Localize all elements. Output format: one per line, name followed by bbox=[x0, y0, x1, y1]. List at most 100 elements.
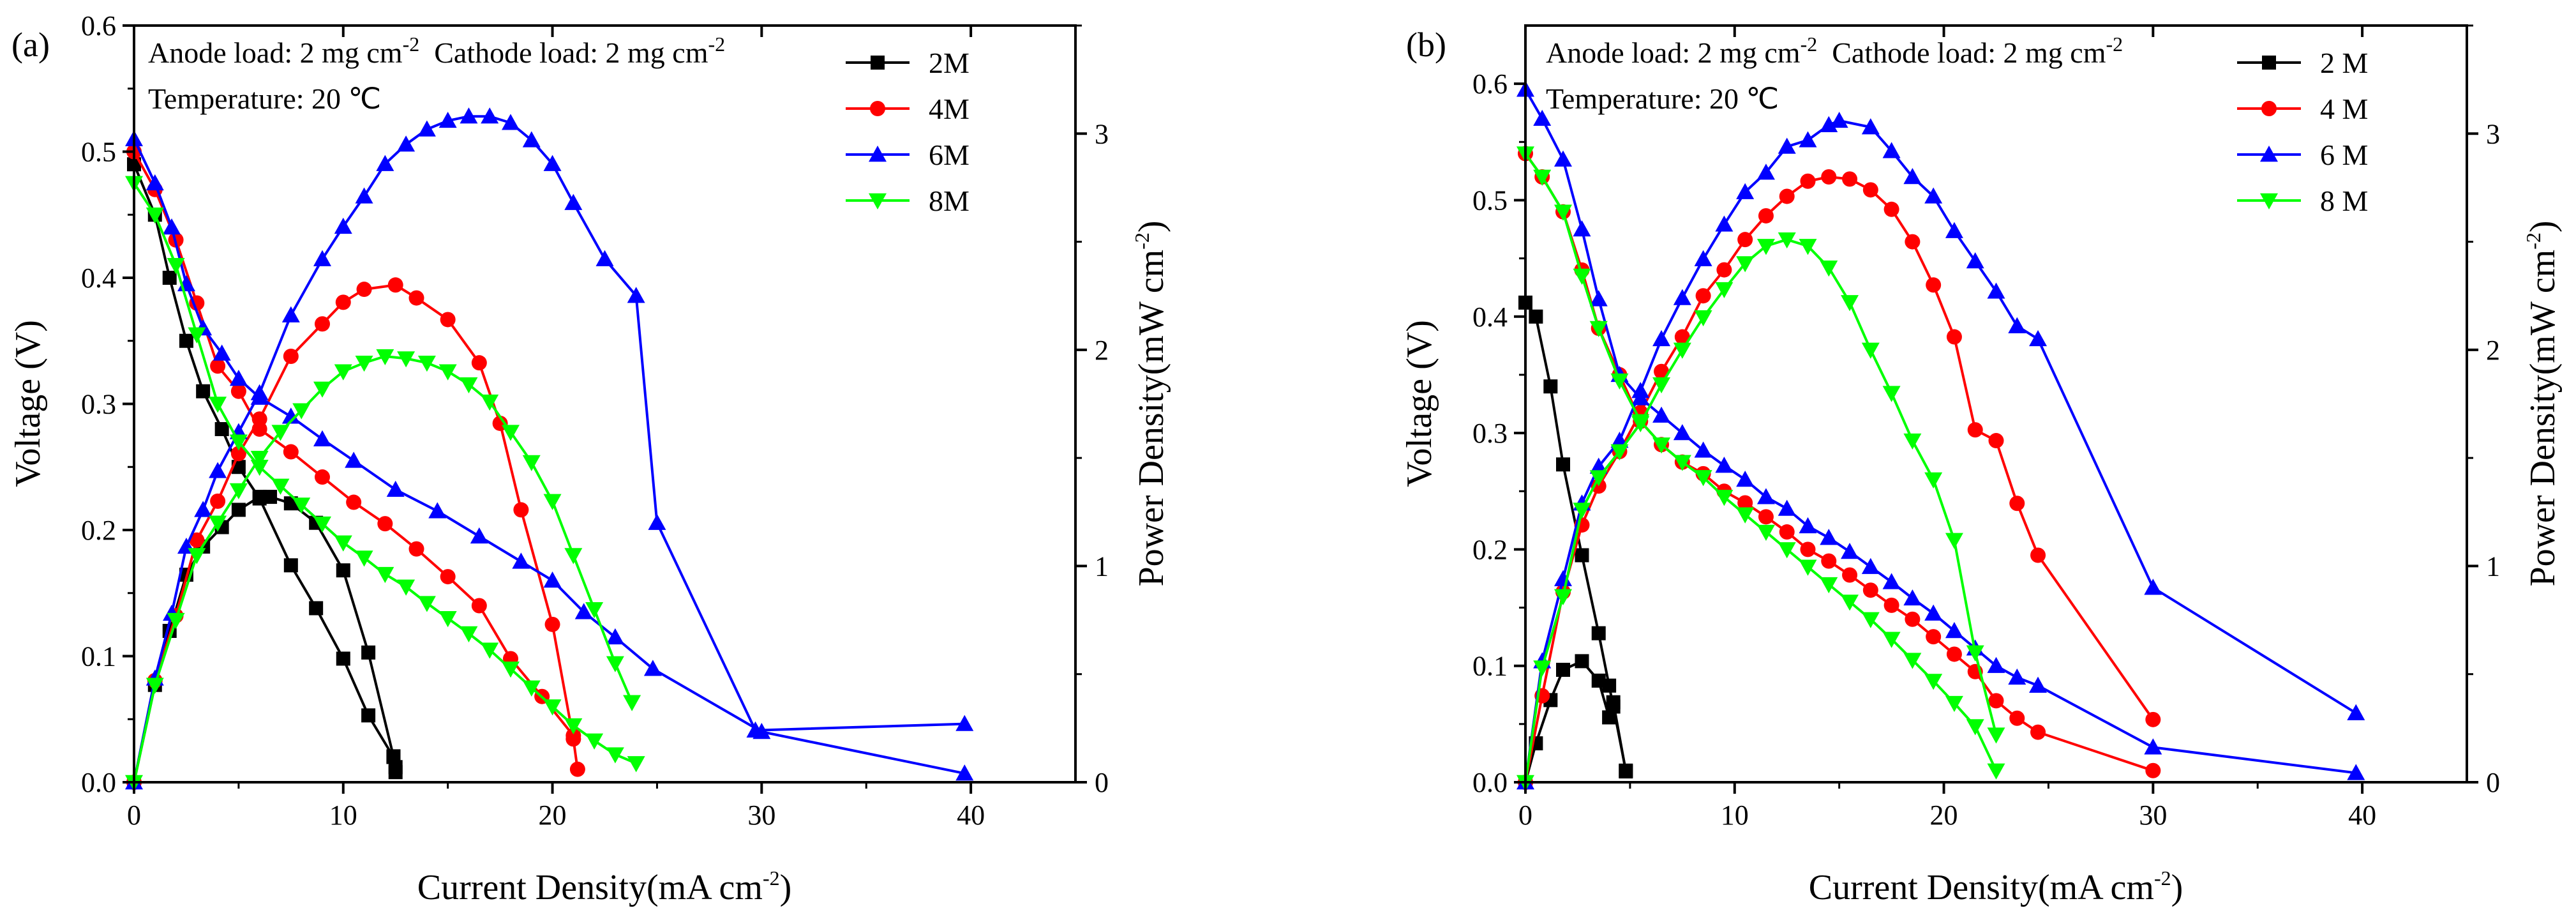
voltage-point bbox=[188, 327, 206, 344]
x-tick-label: 10 bbox=[329, 799, 357, 831]
voltage-point bbox=[2347, 764, 2365, 780]
power-point bbox=[146, 678, 164, 694]
power-point bbox=[1945, 222, 1963, 238]
x-tick-label: 10 bbox=[1721, 799, 1749, 831]
power-point bbox=[250, 384, 269, 400]
legend-label: 2 M bbox=[2320, 47, 2368, 79]
legend: 2M 4M 6M 8M bbox=[846, 47, 970, 217]
power-point bbox=[1619, 764, 1633, 779]
annotation-anode-sup: -2 bbox=[1801, 33, 1818, 56]
voltage-line bbox=[1524, 153, 1998, 771]
y2-axis-title-sup: -2 bbox=[1130, 232, 1153, 250]
power-point bbox=[1694, 250, 1712, 266]
y-tick-label: 0.0 bbox=[81, 767, 116, 798]
voltage-point bbox=[2030, 724, 2046, 740]
legend-item: 4 M bbox=[2237, 93, 2368, 125]
series-4m bbox=[1518, 146, 2161, 790]
power-point bbox=[1673, 289, 1691, 305]
legend-label: 4 M bbox=[2320, 93, 2368, 125]
voltage-point bbox=[163, 218, 181, 235]
y-tick-label: 0.1 bbox=[1472, 651, 1508, 682]
voltage-point bbox=[167, 258, 185, 275]
power-point bbox=[1820, 116, 1838, 132]
power-point bbox=[250, 450, 269, 467]
power-point bbox=[595, 250, 614, 266]
power-point bbox=[606, 656, 624, 672]
y-tick-label: 0.5 bbox=[81, 137, 116, 168]
y-tick-label: 0.1 bbox=[81, 641, 116, 672]
annotation-anode-sup: -2 bbox=[403, 33, 420, 56]
power-point bbox=[397, 351, 416, 368]
power-point bbox=[1606, 695, 1621, 709]
power-point bbox=[1903, 168, 1922, 185]
power-point bbox=[1883, 201, 1899, 217]
voltage-point bbox=[1778, 499, 1796, 516]
voltage-point bbox=[1821, 553, 1837, 569]
voltage-point bbox=[1573, 220, 1591, 237]
power-point bbox=[335, 294, 351, 310]
voltage-point bbox=[470, 527, 488, 544]
legend-marker bbox=[870, 101, 885, 116]
power-point bbox=[397, 135, 416, 152]
annotation-cathode-sup: -2 bbox=[708, 33, 726, 56]
voltage-point bbox=[1778, 542, 1796, 559]
voltage-point bbox=[1945, 622, 1963, 639]
legend-label: 2M bbox=[929, 47, 970, 79]
power-line bbox=[133, 115, 965, 783]
voltage-point bbox=[386, 480, 405, 497]
power-point bbox=[355, 355, 373, 372]
voltage-point bbox=[1715, 457, 1734, 473]
power-point bbox=[251, 411, 267, 427]
series-8m bbox=[1516, 146, 2005, 791]
voltage-point bbox=[1903, 653, 1922, 669]
voltage-point bbox=[146, 208, 164, 224]
power-point bbox=[376, 349, 394, 366]
power-point bbox=[231, 503, 246, 517]
y2-tick-label: 2 bbox=[2486, 335, 2500, 366]
y-tick-label: 0.2 bbox=[81, 515, 116, 546]
power-point bbox=[361, 645, 376, 660]
power-point bbox=[271, 425, 290, 441]
voltage-point bbox=[1554, 204, 1572, 221]
voltage-point bbox=[162, 271, 177, 285]
voltage-point bbox=[1610, 373, 1629, 390]
voltage-point bbox=[440, 569, 456, 585]
voltage-point bbox=[1945, 695, 1963, 713]
series-8m bbox=[125, 176, 645, 791]
power-point bbox=[376, 155, 394, 171]
power-point bbox=[1861, 342, 1880, 359]
y-tick-label: 0.3 bbox=[1472, 418, 1508, 449]
annotation-cathode-text: Cathode load: 2 mg cm bbox=[419, 36, 708, 69]
power-point bbox=[1756, 239, 1775, 255]
power-point bbox=[386, 749, 401, 764]
voltage-point bbox=[292, 497, 311, 514]
power-point bbox=[565, 731, 581, 747]
power-point bbox=[1631, 382, 1650, 398]
legend-label: 4M bbox=[929, 93, 970, 125]
plot-layer bbox=[1516, 80, 2365, 791]
voltage-point bbox=[313, 430, 331, 446]
legend-item: 6M bbox=[846, 139, 970, 171]
y2-axis-title: Power Density(mW cm-2) bbox=[1130, 220, 1171, 586]
voltage-point bbox=[1673, 455, 1691, 471]
power-point bbox=[1799, 131, 1817, 148]
voltage-point bbox=[606, 747, 624, 764]
power-point bbox=[388, 760, 403, 775]
power-point bbox=[1778, 137, 1796, 154]
power-point bbox=[1589, 470, 1608, 487]
voltage-point bbox=[1529, 309, 1543, 324]
voltage-point bbox=[585, 733, 604, 750]
y2-axis-title-end: ) bbox=[1132, 220, 1171, 232]
power-point bbox=[1987, 727, 2005, 744]
voltage-line bbox=[133, 151, 574, 737]
power-point bbox=[387, 277, 403, 293]
power-point bbox=[263, 490, 278, 504]
x-tick-label: 40 bbox=[957, 799, 985, 831]
voltage-point bbox=[355, 550, 373, 567]
x-axis-title-sup: -2 bbox=[2154, 867, 2171, 890]
power-point bbox=[336, 563, 350, 578]
voltage-point bbox=[1758, 509, 1774, 525]
voltage-point bbox=[1589, 321, 1608, 337]
voltage-point bbox=[2145, 762, 2161, 778]
